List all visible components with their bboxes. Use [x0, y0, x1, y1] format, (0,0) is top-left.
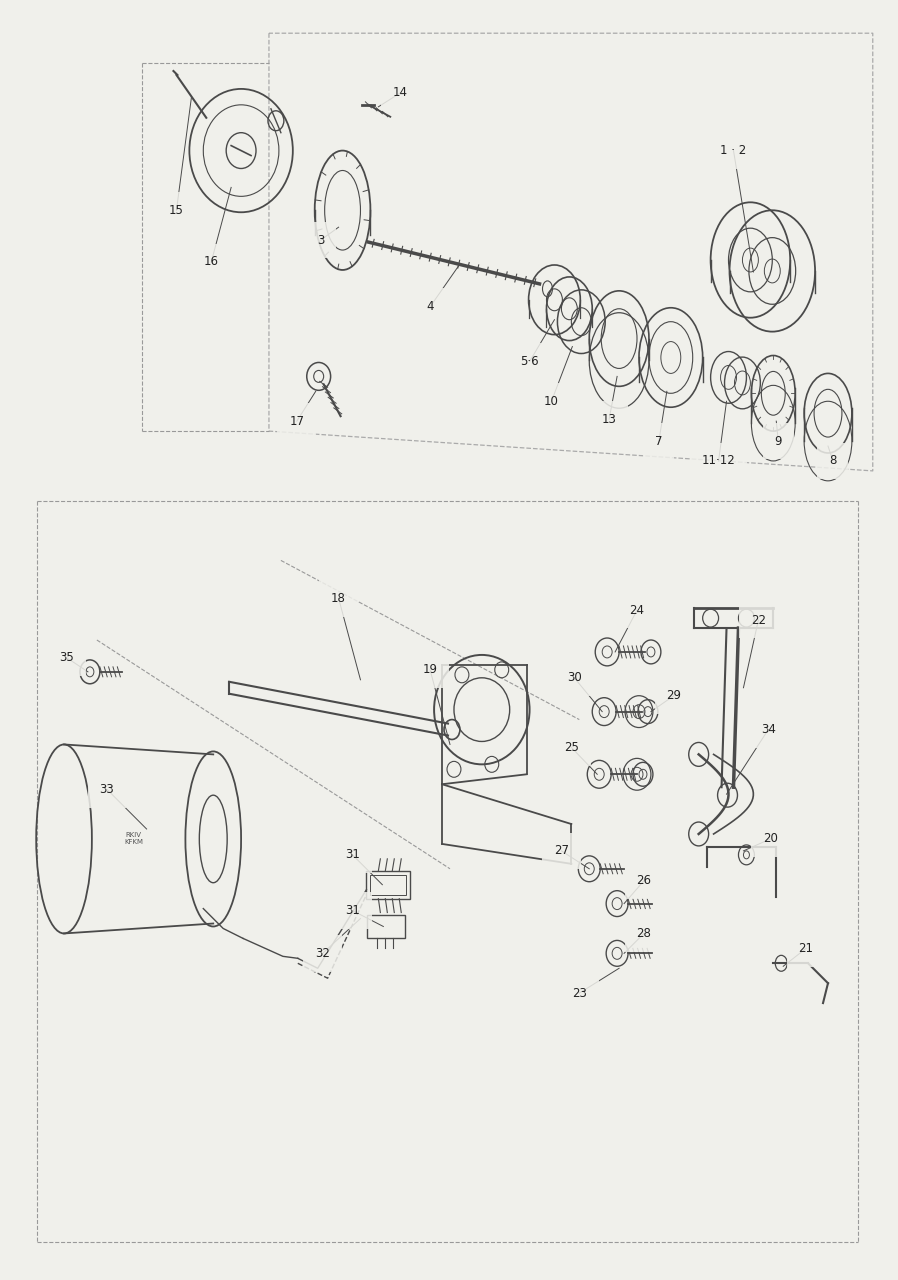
Text: 28: 28	[637, 927, 651, 940]
Text: 3: 3	[317, 234, 324, 247]
Bar	[366, 870, 410, 899]
Text: 33: 33	[100, 782, 114, 796]
Text: 23: 23	[572, 987, 586, 1000]
Text: 22: 22	[751, 613, 766, 627]
Text: 4: 4	[427, 301, 434, 314]
Text: 25: 25	[564, 741, 579, 754]
Text: 16: 16	[204, 256, 219, 269]
Text: 35: 35	[59, 652, 75, 664]
Bar	[367, 914, 405, 938]
Text: 17: 17	[289, 415, 304, 428]
Text: 8: 8	[829, 454, 837, 467]
Text: RKIV
KFKM: RKIV KFKM	[124, 832, 143, 846]
Text: 13: 13	[602, 412, 617, 426]
Text: 11·12: 11·12	[701, 454, 735, 467]
Text: 24: 24	[629, 604, 645, 617]
Text: 26: 26	[637, 874, 651, 887]
Text: 20: 20	[763, 832, 778, 846]
Text: 27: 27	[554, 845, 569, 858]
Text: 5·6: 5·6	[520, 355, 539, 367]
Text: 15: 15	[169, 204, 184, 216]
Text: 1 · 2: 1 · 2	[720, 145, 746, 157]
Bar	[370, 874, 406, 895]
Text: 7: 7	[656, 434, 663, 448]
Text: 31: 31	[345, 849, 360, 861]
Text: 14: 14	[392, 86, 408, 100]
Text: 30: 30	[567, 671, 582, 685]
Text: 10: 10	[544, 394, 559, 408]
Text: 31: 31	[345, 904, 360, 916]
Text: 18: 18	[331, 591, 346, 604]
Text: 9: 9	[774, 434, 782, 448]
Text: 29: 29	[666, 689, 682, 703]
Text: 32: 32	[315, 947, 330, 960]
Text: 19: 19	[423, 663, 437, 676]
Text: 34: 34	[761, 723, 776, 736]
Text: 21: 21	[798, 942, 814, 955]
